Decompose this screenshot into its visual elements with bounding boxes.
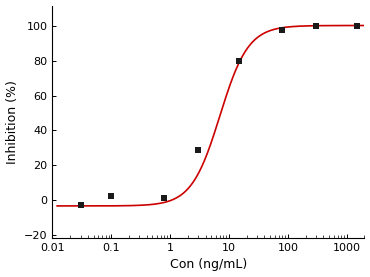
- Point: [195, 147, 201, 152]
- Point: [279, 28, 285, 32]
- Point: [236, 59, 242, 63]
- Point: [162, 196, 168, 200]
- Point: [313, 24, 319, 29]
- Point: [108, 194, 114, 199]
- X-axis label: Con (ng/mL): Con (ng/mL): [170, 258, 247, 271]
- Point: [354, 24, 360, 29]
- Y-axis label: Inhibition (%): Inhibition (%): [6, 80, 18, 164]
- Point: [78, 203, 84, 207]
